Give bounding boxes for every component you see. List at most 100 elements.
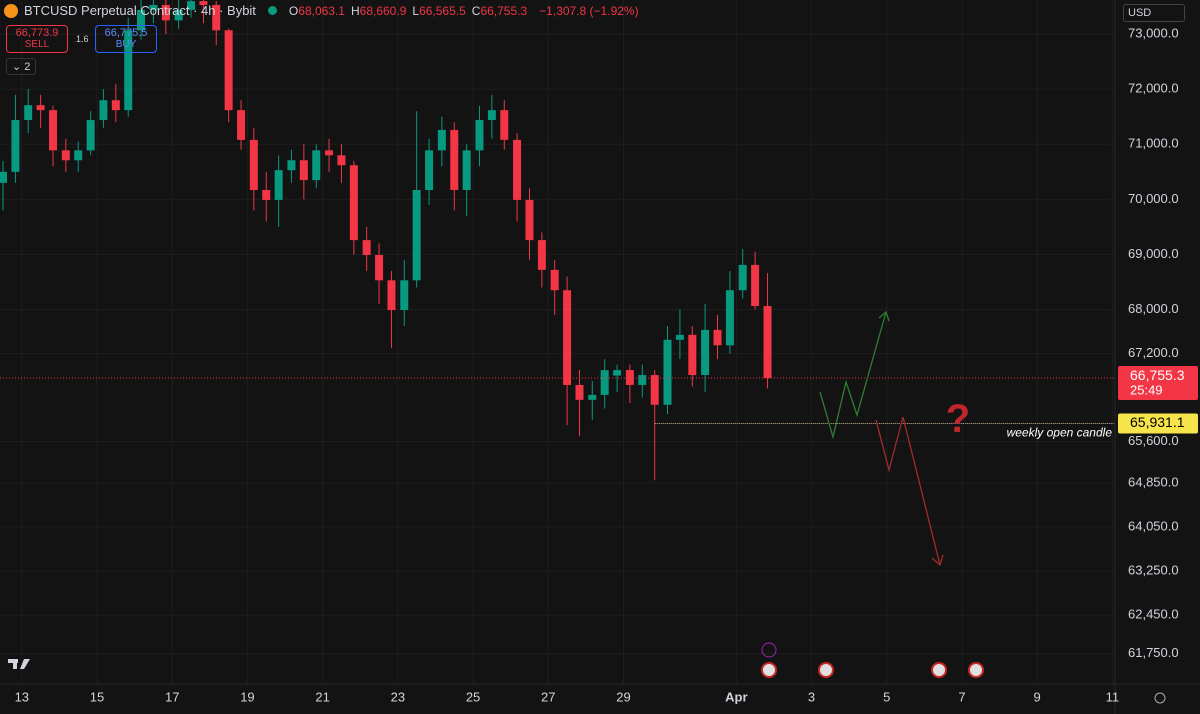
candle-body [688,334,697,376]
ohlc-item: L66,565.5 [412,4,465,18]
candle-body [137,9,146,31]
btc-icon [4,3,18,18]
y-tick-label: 73,000.0 [1128,26,1179,41]
plot-area [0,0,1115,481]
countdown: 25:49 [1130,382,1163,397]
candle-body [74,150,83,161]
y-tick-label: 63,250.0 [1128,563,1179,578]
candle-body [600,370,609,395]
change: −1,307.8 (−1.92%) [539,3,639,18]
buy-price: 66,775.5 [104,27,148,39]
candle-body [287,160,296,171]
x-tick-label: 17 [165,689,179,704]
candle-body [588,394,597,400]
candle-body [337,155,346,166]
grid [0,0,1115,684]
y-tick-label: 70,000.0 [1128,191,1179,206]
event-icon [968,662,984,678]
candle-body [362,240,371,255]
candle-body [61,150,70,161]
candle-body [349,165,358,241]
x-tick-label: 9 [1034,689,1041,704]
candle-body [149,4,158,10]
ohlc-key: C [471,3,481,18]
candle-body [0,171,8,183]
candle-body [738,264,747,291]
ohlc-legend: O68,063.1 H68,660.9 L66,565.5 C66,755.3 [289,4,533,18]
y-tick-label: 61,750.0 [1128,645,1179,660]
weekly-open-text: weekly open candle [1007,426,1113,440]
logo-part [13,659,17,669]
candle-body [299,160,308,181]
indicators-toggle[interactable]: ⌄ 2 [6,58,37,75]
sell-button[interactable]: 66,773.9 SELL [6,25,68,53]
y-tick-label: 65,600.0 [1128,433,1179,448]
candle-body [11,120,20,172]
candle-body [500,110,509,140]
settings-icon[interactable] [1154,692,1166,704]
ohlc-item: H68,660.9 [351,4,406,18]
candle-body [537,240,546,270]
y-tick-label: 67,200.0 [1128,345,1179,360]
ohlc-item: O68,063.1 [289,4,345,18]
candle-body [412,190,421,281]
x-tick-label: 27 [541,689,555,704]
candle-body [650,375,659,405]
question-mark: ? [946,397,970,441]
buy-button[interactable]: 66,775.5 BUY [95,25,157,53]
candle-body [111,100,120,111]
tv-logo [8,659,30,669]
status-dot [267,6,277,15]
candle-body [487,110,496,121]
event-icons [761,642,984,678]
indicators-count: 2 [24,61,31,73]
ohlc-item: C66,755.3 [472,4,527,18]
candle-body [563,290,572,385]
candle-body [625,370,634,385]
candle-body [575,384,584,400]
y-tick-label: 64,050.0 [1128,518,1179,533]
candle-body [462,150,471,190]
candle-body [375,254,384,281]
y-tick-label: 62,450.0 [1128,607,1179,622]
ohlc-key: H [350,3,360,18]
sell-price: 66,773.9 [15,27,59,39]
y-tick-label: 68,000.0 [1128,301,1179,316]
candle-body [701,329,710,376]
candle-body [199,1,208,5]
candle-body [161,4,170,21]
event-icon [761,642,777,658]
candle-body [663,339,672,405]
logo-part [20,659,30,669]
x-tick-label: 23 [391,689,405,704]
candle-body [525,199,534,241]
candle-body [713,329,722,346]
y-tick-label: 72,000.0 [1128,81,1179,96]
candle-body [751,264,760,307]
x-tick-label: 7 [958,689,965,704]
currency-select[interactable]: USD [1123,4,1185,22]
red-path-arrow [875,416,941,566]
ohlc-key: O [288,3,299,18]
arrow-head [878,310,890,322]
ohlc-value: 66,755.3 [480,3,528,18]
ohlc-key: L [412,3,420,18]
candle-body [763,306,772,379]
symbol-title: BTCUSD Perpetual Contract · 4h · Bybit [24,3,256,18]
x-tick-label: 15 [90,689,104,704]
candle-body [212,4,221,31]
candle-body [274,170,283,200]
sell-label: SELL [24,39,50,50]
candle-body [550,269,559,291]
candle-body [312,150,321,181]
candle-body [24,105,33,121]
event-icon [931,662,947,678]
candle-body [400,280,409,311]
candle-body [325,150,334,156]
x-tick-label: 25 [466,689,480,704]
candle-body [638,375,647,385]
x-tick-label: 5 [883,689,890,704]
candle-body [187,1,196,10]
x-tick-label: 21 [315,689,329,704]
